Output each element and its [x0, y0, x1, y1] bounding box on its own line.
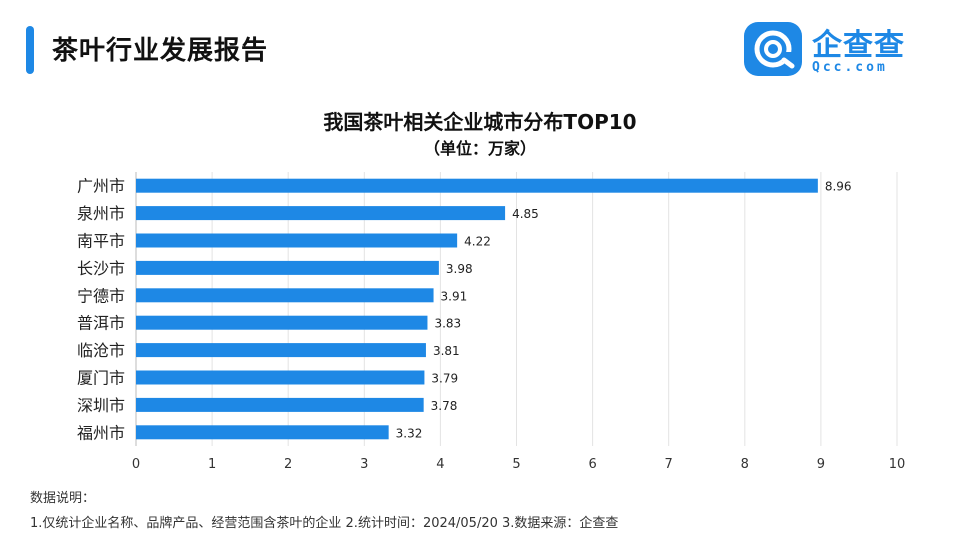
value-label: 8.96 [825, 180, 852, 194]
category-label: 深圳市 [77, 396, 125, 415]
x-tick-label: 0 [132, 457, 140, 472]
notes-text: 1.仅统计企业名称、品牌产品、经营范围含茶叶的企业 2.统计时间：2024/05… [30, 516, 619, 531]
category-label: 广州市 [77, 177, 125, 196]
bar [136, 425, 389, 440]
bar [136, 178, 818, 193]
value-label: 3.79 [431, 372, 458, 386]
notes-heading: 数据说明： [30, 491, 96, 506]
category-label: 普洱市 [77, 314, 125, 333]
chart-subtitle: （单位：万家） [423, 139, 536, 158]
qcc-logo-icon [744, 22, 802, 76]
brand-name: 企查查 [812, 28, 905, 63]
x-tick-label: 5 [512, 457, 520, 472]
value-label: 4.85 [512, 207, 539, 221]
bar [136, 206, 506, 221]
category-label: 福州市 [77, 423, 125, 442]
value-label: 3.91 [441, 289, 468, 303]
value-label: 3.81 [433, 344, 460, 358]
header-accent-bar [26, 26, 34, 74]
category-label: 泉州市 [77, 204, 125, 223]
page-title: 茶叶行业发展报告 [52, 36, 269, 66]
x-tick-label: 7 [665, 457, 673, 472]
x-tick-label: 1 [208, 457, 216, 472]
value-label: 3.32 [396, 426, 423, 440]
category-label: 厦门市 [77, 369, 125, 388]
value-label: 3.83 [434, 317, 461, 331]
category-label: 宁德市 [77, 286, 125, 305]
x-tick-label: 3 [360, 457, 368, 472]
x-tick-label: 4 [436, 457, 444, 472]
category-label: 南平市 [77, 232, 125, 251]
chart-title: 我国茶叶相关企业城市分布TOP10 [323, 110, 637, 134]
x-tick-label: 10 [889, 457, 906, 472]
value-label: 3.78 [431, 399, 458, 413]
category-label: 临沧市 [77, 341, 125, 360]
x-tick-label: 2 [284, 457, 292, 472]
bar [136, 233, 458, 248]
bar [136, 370, 425, 385]
bar [136, 315, 428, 330]
bar [136, 260, 439, 275]
x-tick-label: 8 [741, 457, 749, 472]
value-label: 4.22 [464, 235, 491, 249]
brand-domain: Qcc.com [812, 60, 888, 75]
bar [136, 397, 424, 412]
bar [136, 288, 434, 303]
bar [136, 343, 426, 358]
category-label: 长沙市 [77, 259, 125, 278]
value-label: 3.98 [446, 262, 473, 276]
x-tick-label: 9 [817, 457, 825, 472]
x-tick-label: 6 [588, 457, 596, 472]
